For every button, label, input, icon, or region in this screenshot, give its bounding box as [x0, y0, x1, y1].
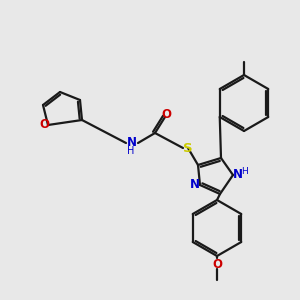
Text: N: N — [190, 178, 200, 191]
Text: N: N — [127, 136, 137, 149]
Text: N: N — [233, 169, 243, 182]
Text: O: O — [212, 257, 222, 271]
Text: H: H — [127, 146, 135, 156]
Text: H: H — [242, 167, 248, 176]
Text: O: O — [39, 118, 49, 131]
Text: S: S — [183, 142, 193, 154]
Text: O: O — [161, 109, 171, 122]
